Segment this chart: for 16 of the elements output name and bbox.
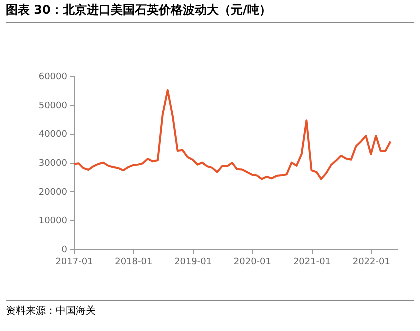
line-series bbox=[73, 89, 392, 180]
y-tick-label: 10000 bbox=[38, 216, 68, 227]
y-tick-label: 0 bbox=[62, 246, 68, 256]
x-tick-label: 2017-01 bbox=[56, 258, 94, 268]
text: 资料来源：中国海关 bbox=[6, 300, 414, 318]
chart-title: 图表 30：北京进口美国石英价格波动大（元/吨） bbox=[6, 2, 414, 23]
y-tick-label: 40000 bbox=[38, 130, 68, 140]
x-tick-label: 2018-01 bbox=[115, 258, 153, 268]
y-tick-label: 50000 bbox=[38, 101, 68, 112]
y-tick-label: 60000 bbox=[38, 72, 68, 82]
x-tick-label: 2019-01 bbox=[174, 258, 212, 268]
x-tick-label: 2020-01 bbox=[234, 258, 272, 268]
x-tick-label: 2021-01 bbox=[293, 258, 332, 268]
y-tick-label: 30000 bbox=[38, 159, 68, 169]
y-tick-label: 20000 bbox=[38, 188, 68, 198]
x-tick-label: 2022-01 bbox=[352, 258, 390, 268]
